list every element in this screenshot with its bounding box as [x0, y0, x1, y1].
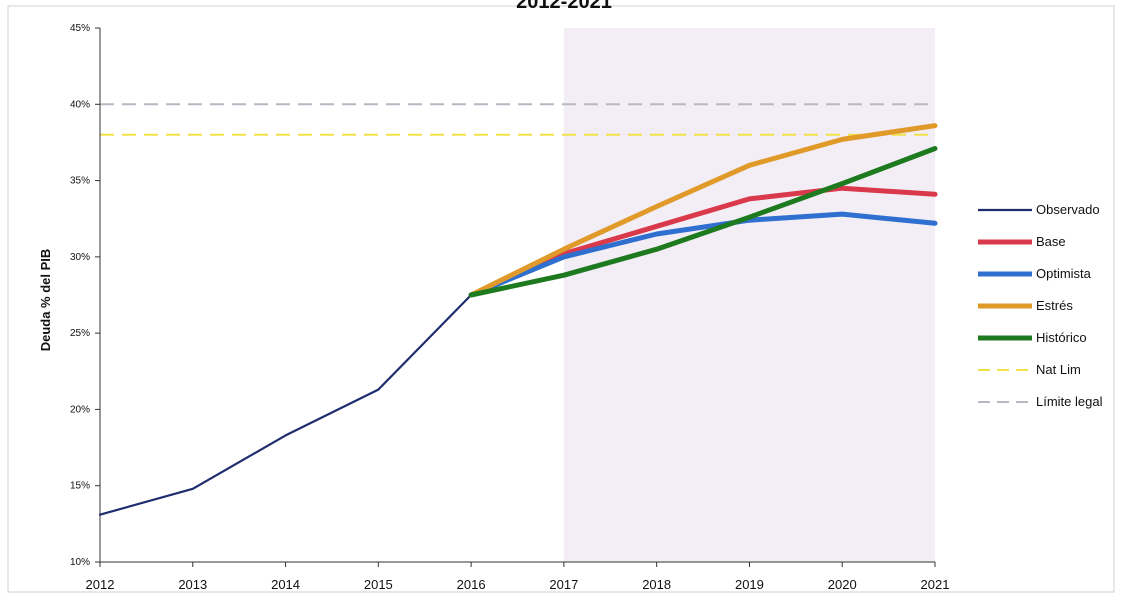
legend-label: Histórico: [1036, 330, 1087, 345]
y-tick-label: 35%: [70, 176, 90, 187]
series-line-hist-rico: [468, 146, 938, 298]
axes: [95, 27, 936, 567]
x-tick-label: 2016: [457, 577, 486, 592]
chart-frame: [7, 5, 1115, 593]
y-tick-label: 10%: [70, 557, 90, 568]
y-tick-label: 40%: [70, 99, 90, 110]
reference-lines: [100, 103, 935, 136]
y-tick-label: 15%: [70, 481, 90, 492]
legend-label: Estrés: [1036, 298, 1073, 313]
x-tick-label: 2017: [549, 577, 578, 592]
x-tick-label: 2021: [921, 577, 950, 592]
legend: Observado Base Optimista Estrés Histórico Nat…: [978, 202, 1103, 409]
y-axis-label: Deuda % del PIB: [38, 249, 53, 352]
y-tick-label: 45%: [70, 23, 90, 34]
series-lines: [98, 123, 938, 516]
x-tick-labels: 2012 2013 2014 2015 2016 2017 2018 2019 2020 2021: [86, 577, 950, 592]
legend-label: Nat Lim: [1036, 362, 1081, 377]
y-tick-labels: 10% 15% 20% 25% 30% 35% 40% 45%: [70, 23, 90, 568]
x-tick-label: 2019: [735, 577, 764, 592]
legend-label: Límite legal: [1036, 394, 1103, 409]
legend-label: Observado: [1036, 202, 1100, 217]
y-tick-label: 30%: [70, 252, 90, 263]
projection-band-rect: [563, 28, 935, 562]
series-line-optimista: [468, 211, 938, 298]
series-line-estr-s: [468, 123, 938, 298]
x-tick-label: 2020: [828, 577, 857, 592]
x-tick-label: 2014: [271, 577, 300, 592]
x-tick-label: 2013: [178, 577, 207, 592]
y-tick-label: 25%: [70, 328, 90, 339]
projection-shaded-band: [563, 28, 935, 562]
legend-label: Base: [1036, 234, 1066, 249]
series-line-observado: [98, 293, 473, 516]
y-tick-label: 20%: [70, 404, 90, 415]
x-tick-label: 2012: [86, 577, 115, 592]
legend-label: Optimista: [1036, 266, 1092, 281]
x-tick-label: 2018: [642, 577, 671, 592]
chart-title: 2012-2021: [516, 0, 612, 13]
x-tick-label: 2015: [364, 577, 393, 592]
